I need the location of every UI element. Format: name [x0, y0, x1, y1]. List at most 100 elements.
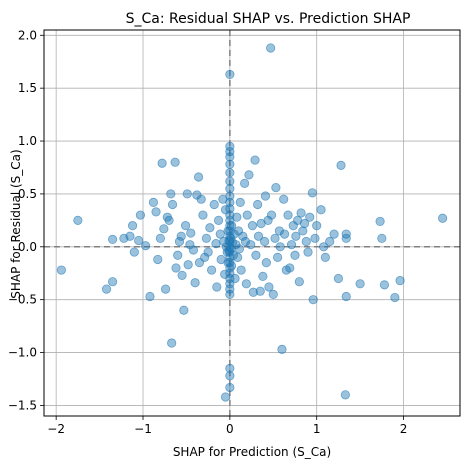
data-point	[379, 280, 390, 290]
data-point	[225, 159, 235, 169]
data-point	[225, 141, 235, 151]
data-point	[303, 247, 313, 257]
data-point	[225, 176, 235, 186]
x-tick-label: −2	[47, 422, 65, 436]
data-point	[127, 221, 138, 231]
data-point	[390, 292, 400, 303]
data-point	[264, 282, 274, 292]
data-point	[173, 250, 183, 260]
data-point	[193, 172, 204, 182]
data-point	[316, 205, 326, 215]
data-point	[355, 279, 365, 289]
data-point	[235, 197, 245, 207]
data-point	[190, 278, 200, 288]
x-tick-label: 2	[400, 422, 408, 436]
data-point	[155, 233, 165, 243]
data-point	[250, 155, 260, 165]
data-point	[207, 265, 217, 275]
data-point	[341, 233, 351, 243]
data-point	[234, 244, 245, 254]
data-point	[268, 289, 278, 299]
data-point	[211, 239, 221, 249]
data-point	[225, 204, 235, 214]
data-point	[170, 157, 180, 167]
data-point	[251, 250, 261, 260]
data-point	[200, 252, 210, 262]
data-point	[283, 210, 293, 220]
data-point	[167, 199, 178, 210]
data-point	[305, 212, 315, 222]
data-point	[135, 210, 146, 220]
x-axis-ticks: −2 −1 0 1 2	[47, 416, 407, 436]
data-point	[375, 216, 385, 227]
data-point	[279, 194, 289, 204]
data-point	[225, 273, 235, 284]
data-point	[225, 210, 235, 220]
data-point	[151, 207, 161, 217]
data-point	[225, 382, 235, 393]
data-point	[212, 282, 222, 292]
data-point	[134, 235, 144, 246]
data-point	[325, 236, 335, 247]
data-point	[153, 254, 163, 265]
data-point	[238, 231, 248, 241]
data-point	[438, 213, 448, 223]
data-point	[213, 215, 224, 225]
data-point	[258, 271, 268, 282]
data-point	[308, 295, 318, 305]
data-point	[56, 265, 66, 275]
data-point	[299, 218, 310, 229]
y-axis-ticks: −1.5 −1.0 −0.5 0.0 0.5 1.0 1.5 2.0	[8, 28, 44, 412]
data-point	[164, 215, 174, 225]
plot-frame	[43, 29, 461, 417]
data-point	[233, 252, 243, 262]
data-point	[225, 191, 235, 201]
data-points	[56, 43, 448, 402]
data-point	[270, 233, 280, 243]
data-point	[275, 242, 285, 252]
data-point	[333, 273, 344, 284]
data-point	[377, 233, 387, 243]
y-tick-label: 0.0	[18, 240, 37, 254]
y-axis-label: SHAP for Residual (S_Ca)	[9, 149, 23, 298]
x-tick-label: 0	[226, 422, 234, 436]
data-point	[225, 147, 235, 157]
data-point	[148, 197, 159, 207]
y-tick-label: 0.5	[18, 187, 37, 201]
x-axis-label: SHAP for Prediction (S_Ca)	[173, 445, 331, 459]
data-point	[242, 210, 252, 220]
data-point	[203, 247, 213, 257]
data-point	[186, 228, 196, 238]
data-point	[329, 229, 339, 239]
data-point	[230, 273, 240, 284]
data-point	[183, 260, 193, 270]
data-point	[310, 233, 320, 243]
data-point	[336, 160, 346, 170]
data-point	[253, 231, 264, 241]
data-point	[274, 226, 284, 236]
data-point	[177, 270, 187, 280]
data-point	[198, 210, 208, 220]
data-point	[182, 189, 192, 199]
data-point	[174, 236, 185, 247]
data-point	[320, 252, 330, 262]
data-point	[259, 236, 270, 247]
data-point	[157, 158, 167, 168]
data-point	[225, 247, 235, 257]
data-point	[395, 276, 405, 286]
data-point	[225, 371, 235, 381]
data-point	[248, 287, 258, 297]
data-point	[129, 247, 139, 257]
data-point	[225, 284, 235, 294]
data-point	[277, 344, 287, 354]
y-tick-label: −1.0	[8, 346, 37, 360]
data-point	[301, 236, 311, 247]
data-point	[319, 242, 329, 252]
data-point	[108, 234, 118, 244]
data-point	[179, 305, 189, 315]
data-point	[209, 199, 219, 210]
y-tick-label: 1.5	[18, 81, 37, 95]
chart-title: S_Ca: Residual SHAP vs. Prediction SHAP	[126, 11, 411, 27]
